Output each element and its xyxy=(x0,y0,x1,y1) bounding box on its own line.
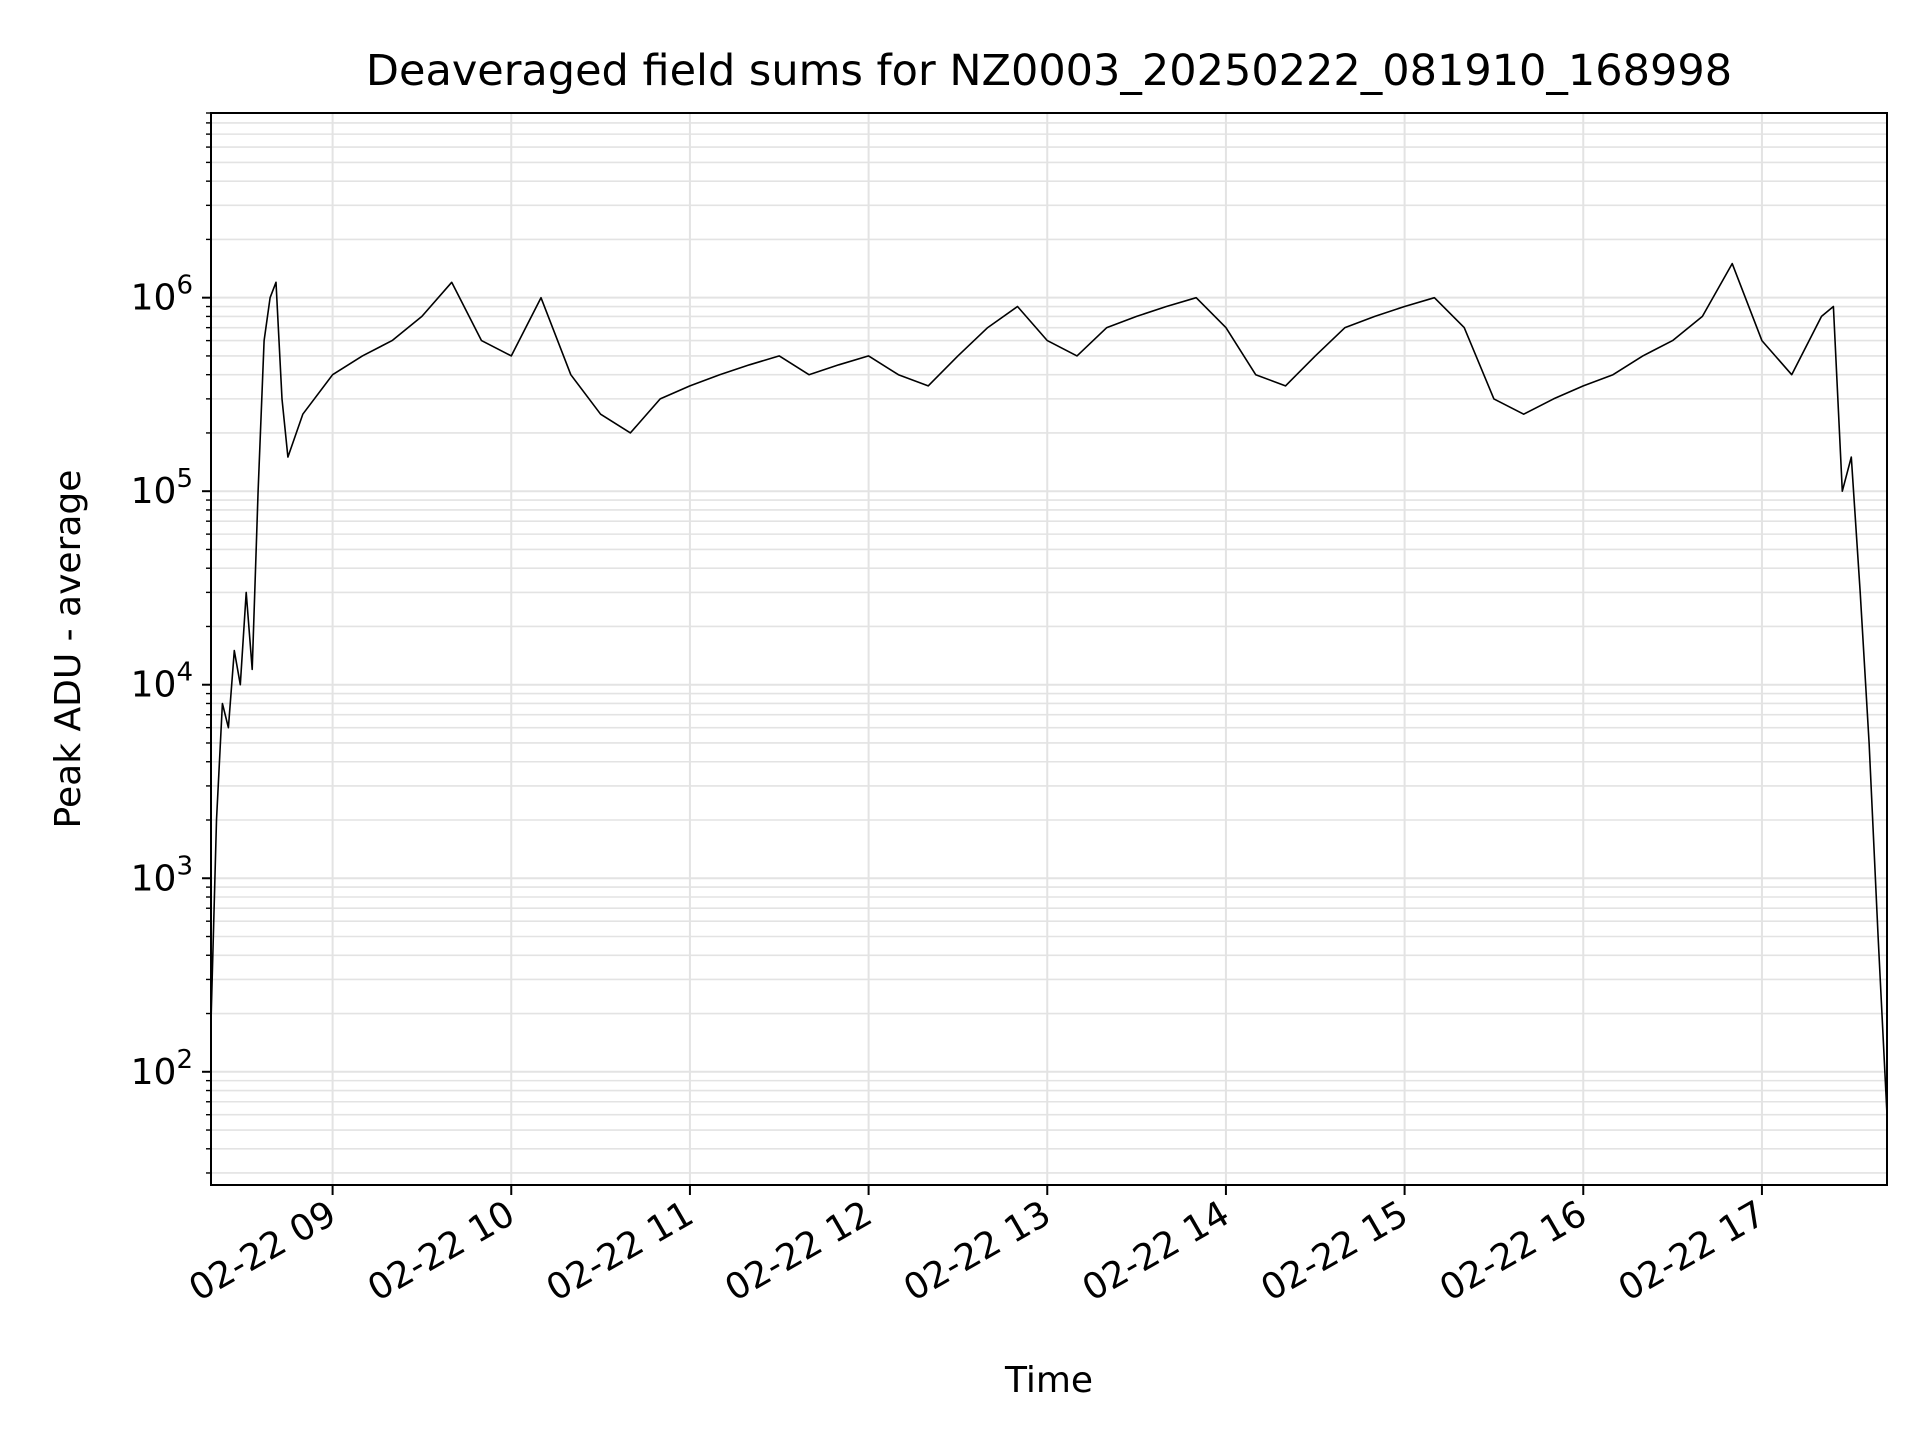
y-tick-exponent: 5 xyxy=(176,464,193,494)
y-tick-label: 104 xyxy=(131,658,193,706)
grid xyxy=(211,112,1887,1185)
series-line xyxy=(210,262,1888,1115)
y-tick-exponent: 4 xyxy=(176,658,193,688)
y-tick-base: 10 xyxy=(131,1052,177,1093)
y-tick-label: 106 xyxy=(131,271,193,319)
chart-title: Deaveraged field sums for NZ0003_2025022… xyxy=(366,46,1732,96)
y-tick-base: 10 xyxy=(131,471,177,512)
y-tick-label: 105 xyxy=(131,464,193,512)
y-tick-exponent: 2 xyxy=(176,1045,193,1075)
y-tick-base: 10 xyxy=(131,278,177,319)
y-tick-base: 10 xyxy=(131,858,177,899)
y-tick-exponent: 6 xyxy=(176,271,193,301)
y-axis-label: Peak ADU - average xyxy=(48,470,89,829)
y-tick-label: 102 xyxy=(131,1045,193,1093)
x-axis-label: Time xyxy=(1004,1360,1093,1401)
plot-frame xyxy=(210,112,1888,1186)
y-tick-label: 103 xyxy=(131,851,193,899)
series-layer xyxy=(210,262,1888,1115)
y-tick-base: 10 xyxy=(131,665,177,706)
y-tick-exponent: 3 xyxy=(176,851,193,881)
